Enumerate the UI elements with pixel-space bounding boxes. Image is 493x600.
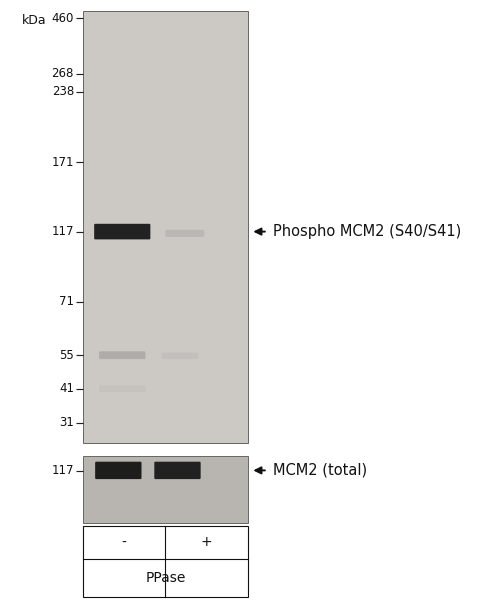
Text: 31: 31 [59, 416, 74, 430]
Text: 460: 460 [52, 11, 74, 25]
FancyBboxPatch shape [162, 352, 198, 359]
Text: PPase: PPase [145, 571, 185, 585]
Text: +: + [201, 535, 212, 550]
Text: 238: 238 [52, 85, 74, 98]
Text: Phospho MCM2 (S40/S41): Phospho MCM2 (S40/S41) [273, 224, 461, 239]
FancyBboxPatch shape [99, 351, 145, 359]
Text: -: - [122, 535, 127, 550]
Text: 171: 171 [51, 155, 74, 169]
Text: 117: 117 [51, 225, 74, 238]
FancyBboxPatch shape [94, 224, 150, 239]
Bar [83, 526, 248, 597]
FancyBboxPatch shape [95, 462, 141, 479]
FancyBboxPatch shape [99, 385, 145, 392]
Bar [83, 456, 248, 523]
Text: 117: 117 [51, 464, 74, 478]
Text: 41: 41 [59, 382, 74, 395]
Text: kDa: kDa [22, 14, 47, 28]
FancyBboxPatch shape [154, 462, 201, 479]
Text: 268: 268 [52, 67, 74, 80]
Text: 71: 71 [59, 295, 74, 308]
FancyBboxPatch shape [165, 230, 205, 237]
Bar [83, 11, 248, 443]
Text: MCM2 (total): MCM2 (total) [273, 463, 367, 478]
Text: 55: 55 [59, 349, 74, 362]
